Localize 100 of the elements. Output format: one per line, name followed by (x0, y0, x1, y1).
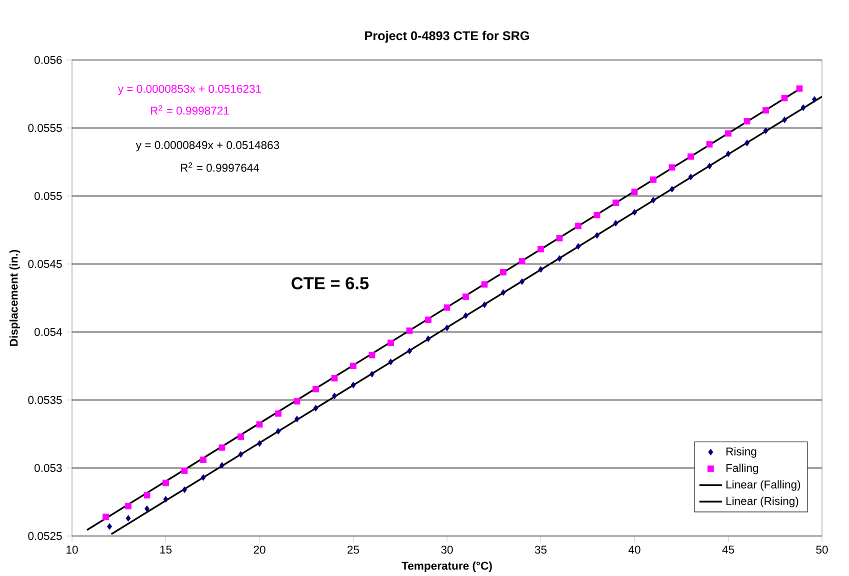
point (368, 352, 376, 358)
annotation: R$^{2}$ = 0.9998721 (150, 105, 229, 115)
point (520, 278, 524, 285)
point (668, 164, 676, 171)
point (370, 371, 374, 378)
y-tick-label: 0.0525 (28, 532, 62, 540)
y-tick-label: 0.056 (34, 56, 62, 64)
x-tick-label: 30 (441, 546, 453, 554)
point (388, 340, 394, 346)
point (518, 258, 526, 265)
point (294, 398, 300, 405)
point (462, 294, 469, 300)
point (557, 255, 562, 262)
point (463, 312, 468, 319)
legend-label: Falling (726, 464, 758, 474)
x-tick-label: 35 (534, 546, 547, 554)
point (576, 243, 581, 250)
point (406, 328, 413, 334)
point (350, 382, 356, 388)
point (781, 95, 788, 102)
point (350, 362, 356, 370)
point (125, 502, 132, 510)
point (706, 141, 713, 148)
point (444, 304, 450, 311)
point (388, 358, 394, 366)
point (182, 486, 187, 494)
point (782, 116, 787, 124)
point (275, 410, 282, 417)
point (294, 416, 300, 422)
x-axis-title: Temperature (°C) (402, 562, 492, 572)
point (688, 174, 694, 180)
point (331, 375, 338, 382)
point (181, 468, 188, 474)
point (538, 246, 544, 252)
point (144, 492, 150, 498)
x-tick-label: 25 (348, 546, 360, 554)
point (425, 316, 432, 324)
point (688, 153, 694, 160)
x-tick-label: 45 (722, 546, 734, 554)
point (575, 222, 582, 230)
y-tick-label: 0.053 (34, 464, 62, 472)
legend-label: Linear (Falling) (726, 480, 800, 491)
point (482, 302, 487, 308)
point (126, 515, 131, 522)
point (238, 451, 244, 458)
point (200, 456, 206, 464)
point (444, 324, 450, 332)
chart-title: Project 0-4893 CTE for SRG (365, 31, 529, 43)
annotation: R$^{2}$ = 0.9997644 (180, 162, 260, 172)
x-tick-label: 50 (816, 546, 828, 554)
point (613, 220, 618, 226)
point (670, 186, 674, 192)
legend-label: Rising (726, 447, 756, 458)
point (796, 85, 803, 92)
point (407, 348, 412, 354)
y-axis-title: Displacement (in.) (9, 250, 20, 346)
annotation: CTE = 6.5 (292, 277, 369, 290)
point (107, 523, 112, 530)
legend-label: Linear (Rising) (726, 496, 798, 508)
point (162, 480, 169, 486)
point (538, 266, 544, 273)
point (632, 209, 637, 216)
point (594, 232, 600, 239)
point (313, 405, 318, 412)
point (500, 289, 506, 296)
point (200, 474, 206, 481)
y-tick-label: 0.0545 (28, 260, 62, 268)
point (631, 188, 638, 196)
point (220, 462, 224, 469)
point (744, 140, 750, 146)
x-tick-label: 15 (160, 546, 172, 554)
point (332, 392, 337, 400)
point (276, 428, 281, 435)
point (312, 386, 319, 392)
point (707, 163, 712, 170)
point (163, 496, 168, 503)
point (725, 130, 732, 137)
point (144, 506, 150, 512)
point (257, 440, 262, 447)
point (612, 200, 619, 206)
point (650, 176, 656, 183)
y-tick-label: 0.0555 (28, 124, 62, 132)
point (744, 118, 750, 124)
point (102, 514, 109, 520)
point (481, 281, 488, 288)
point (812, 96, 817, 103)
x-tick-label: 10 (66, 546, 78, 554)
point (238, 434, 244, 440)
y-tick-label: 0.0535 (28, 396, 62, 404)
point (218, 444, 226, 451)
point (763, 128, 768, 134)
point (256, 421, 263, 428)
point (426, 336, 431, 342)
x-tick-label: 40 (628, 546, 640, 554)
point (726, 150, 731, 158)
point (556, 235, 563, 242)
annotation: y = 0.0000853x + 0.0516231 (118, 84, 262, 96)
point (650, 197, 656, 204)
point (800, 104, 806, 111)
annotation: y = 0.0000849x + 0.0514863 (136, 141, 280, 152)
